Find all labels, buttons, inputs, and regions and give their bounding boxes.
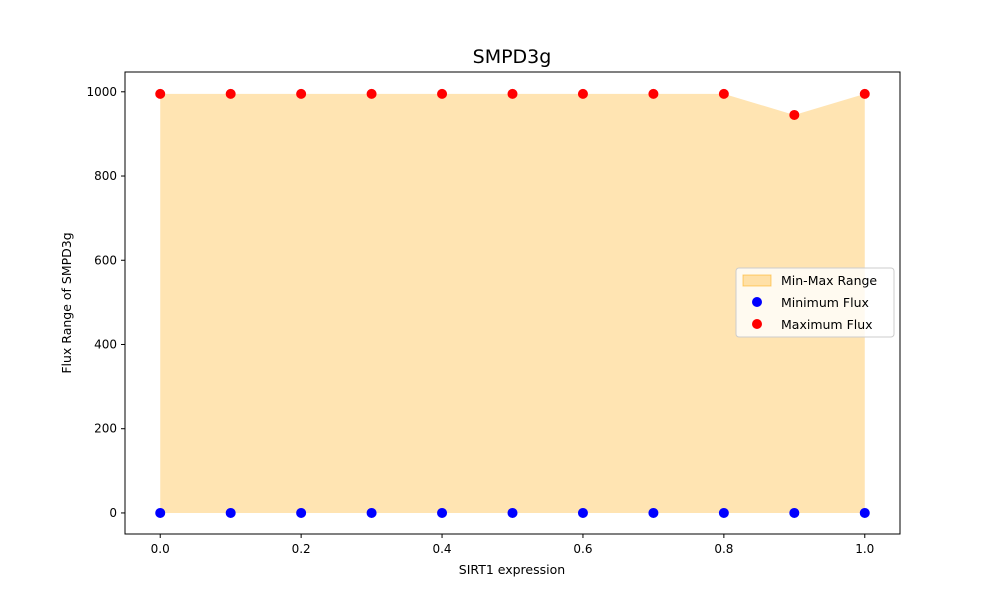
y-axis-label: Flux Range of SMPD3g (59, 232, 74, 373)
y-tick-label: 200 (94, 422, 117, 436)
maximum-flux-point (648, 88, 659, 99)
y-tick-label: 400 (94, 337, 117, 351)
maximum-flux-point (577, 88, 588, 99)
minimum-flux-point (507, 507, 518, 518)
legend-label-range: Min-Max Range (781, 273, 877, 288)
x-tick-label: 0.0 (151, 542, 170, 556)
maximum-flux-point (155, 88, 166, 99)
x-tick-label: 0.8 (714, 542, 733, 556)
legend-marker-maximum (752, 319, 762, 329)
maximum-flux-point (296, 88, 307, 99)
legend-label-maximum: Maximum Flux (781, 317, 873, 332)
minimum-flux-point (577, 507, 588, 518)
x-tick-label: 0.6 (573, 542, 592, 556)
maximum-flux-point (366, 88, 377, 99)
minimum-flux-point (789, 507, 800, 518)
minimum-flux-point (648, 507, 659, 518)
x-tick-label: 1.0 (855, 542, 874, 556)
minimum-flux-point (366, 507, 377, 518)
maximum-flux-point (718, 88, 729, 99)
legend-label-minimum: Minimum Flux (781, 295, 869, 310)
legend-swatch-range (742, 274, 772, 287)
x-tick-label: 0.4 (432, 542, 451, 556)
maximum-flux-points (155, 88, 870, 120)
legend: Min-Max Range Minimum Flux Maximum Flux (735, 267, 895, 338)
legend-marker-minimum (752, 297, 762, 307)
x-axis-ticks: 0.0 0.2 0.4 0.6 0.8 1.0 (151, 534, 874, 556)
y-tick-label: 800 (94, 169, 117, 183)
maximum-flux-point (225, 88, 236, 99)
minimum-flux-point (437, 507, 448, 518)
y-axis-ticks: 0 200 400 600 800 1000 (86, 85, 125, 520)
y-tick-label: 1000 (86, 85, 117, 99)
legend-box (735, 267, 895, 338)
y-tick-label: 600 (94, 253, 117, 267)
min-max-range-fill (160, 93, 865, 513)
minimum-flux-point (296, 507, 307, 518)
x-axis-label: SIRT1 expression (459, 562, 565, 577)
y-tick-label: 0 (109, 506, 117, 520)
plot-border (124, 71, 901, 535)
minimum-flux-point (155, 507, 166, 518)
minimum-flux-point (225, 507, 236, 518)
maximum-flux-point (507, 88, 518, 99)
maximum-flux-point (859, 88, 870, 99)
minimum-flux-points (155, 507, 870, 518)
maximum-flux-point (789, 109, 800, 120)
x-tick-label: 0.2 (292, 542, 311, 556)
minimum-flux-point (859, 507, 870, 518)
maximum-flux-point (437, 88, 448, 99)
chart-title: SMPD3g (473, 46, 552, 68)
minimum-flux-point (718, 507, 729, 518)
